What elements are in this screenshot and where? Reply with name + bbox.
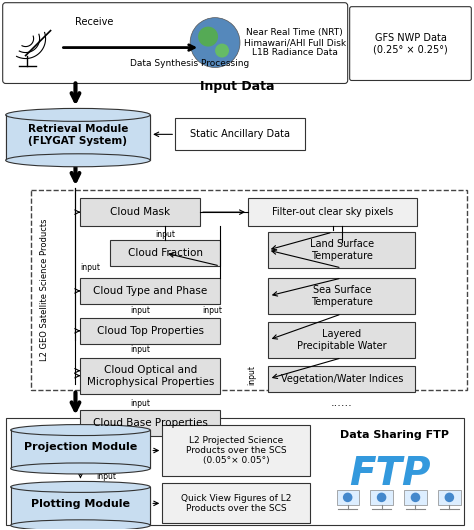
Text: Data Synthesis Processing: Data Synthesis Processing — [130, 58, 250, 67]
Text: input: input — [130, 306, 150, 315]
Text: Quick View Figures of L2
Products over the SCS: Quick View Figures of L2 Products over t… — [181, 493, 291, 513]
Bar — [268, 322, 416, 358]
Bar — [81, 410, 220, 436]
Circle shape — [198, 26, 218, 47]
Bar — [11, 430, 150, 469]
Text: GFS NWP Data
(0.25° × 0.25°): GFS NWP Data (0.25° × 0.25°) — [373, 33, 448, 55]
Bar — [370, 490, 393, 505]
Ellipse shape — [6, 154, 150, 167]
Text: input: input — [202, 306, 222, 315]
Bar — [337, 490, 359, 505]
Circle shape — [215, 43, 229, 58]
Bar — [110, 240, 220, 266]
Text: Projection Module: Projection Module — [24, 442, 137, 452]
Bar — [162, 425, 310, 476]
Ellipse shape — [11, 425, 150, 436]
Ellipse shape — [11, 463, 150, 474]
Text: Receive: Receive — [75, 16, 114, 26]
FancyBboxPatch shape — [350, 7, 471, 81]
Text: Cloud Optical and
Microphysical Properties: Cloud Optical and Microphysical Properti… — [87, 365, 214, 386]
Ellipse shape — [6, 109, 150, 121]
Bar — [11, 487, 150, 525]
Text: Plotting Module: Plotting Module — [31, 499, 130, 509]
Text: Data Sharing FTP: Data Sharing FTP — [340, 429, 449, 439]
Text: input: input — [81, 263, 100, 272]
Bar — [6, 418, 465, 525]
Text: FTP: FTP — [349, 455, 430, 493]
Ellipse shape — [11, 520, 150, 530]
Text: Sea Surface
Temperature: Sea Surface Temperature — [311, 285, 373, 307]
Text: Land Surface
Temperature: Land Surface Temperature — [310, 239, 374, 261]
Bar — [11, 430, 150, 469]
Circle shape — [410, 492, 420, 502]
Bar — [81, 318, 220, 344]
Bar — [175, 118, 305, 151]
Bar — [81, 278, 220, 304]
Bar — [6, 115, 150, 160]
Circle shape — [377, 492, 386, 502]
Bar — [268, 278, 416, 314]
Ellipse shape — [11, 481, 150, 492]
Text: input: input — [155, 229, 175, 239]
Bar — [81, 358, 220, 394]
Circle shape — [190, 17, 240, 67]
Text: L2 Projected Science
Products over the SCS
(0.05°× 0.05°): L2 Projected Science Products over the S… — [186, 436, 286, 465]
Text: Cloud Top Properties: Cloud Top Properties — [97, 326, 204, 336]
Text: input: input — [247, 365, 256, 385]
Text: Layered
Precipitable Water: Layered Precipitable Water — [297, 329, 386, 351]
Bar — [31, 190, 467, 390]
Text: Filter-out clear sky pixels: Filter-out clear sky pixels — [272, 207, 393, 217]
Text: Vegetation/Water Indices: Vegetation/Water Indices — [281, 374, 403, 384]
Bar — [6, 115, 150, 160]
Bar — [268, 366, 416, 392]
Bar — [162, 483, 310, 523]
Text: input: input — [96, 472, 117, 481]
Bar — [248, 198, 418, 226]
Text: Static Ancillary Data: Static Ancillary Data — [190, 129, 290, 139]
Text: Cloud Fraction: Cloud Fraction — [128, 248, 203, 258]
Text: Near Real Time (NRT)
Himawari/AHI Full Disk
L1B Radiance Data: Near Real Time (NRT) Himawari/AHI Full D… — [244, 28, 346, 57]
Text: Cloud Base Properties: Cloud Base Properties — [93, 418, 208, 428]
Bar — [268, 232, 416, 268]
Text: L2 GEO Satellite Science Products: L2 GEO Satellite Science Products — [40, 219, 49, 361]
Text: Cloud Type and Phase: Cloud Type and Phase — [93, 286, 208, 296]
Text: Cloud Mask: Cloud Mask — [110, 207, 170, 217]
Bar — [404, 490, 427, 505]
Text: Input Data: Input Data — [200, 80, 274, 93]
Bar — [438, 490, 461, 505]
FancyBboxPatch shape — [3, 3, 347, 84]
Bar — [81, 198, 200, 226]
Text: Retrieval Module
(FLYGAT System): Retrieval Module (FLYGAT System) — [28, 124, 128, 146]
Text: ......: ...... — [331, 398, 353, 408]
Text: input: input — [130, 345, 150, 354]
Bar — [11, 487, 150, 525]
Circle shape — [343, 492, 353, 502]
Circle shape — [445, 492, 454, 502]
Text: input: input — [130, 399, 150, 408]
